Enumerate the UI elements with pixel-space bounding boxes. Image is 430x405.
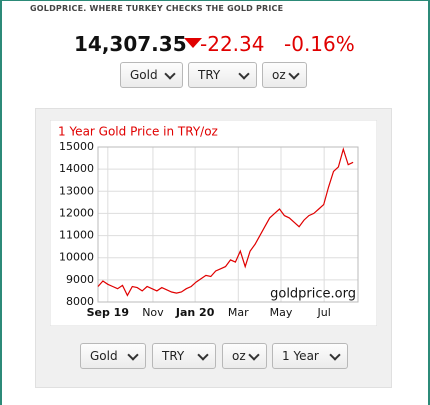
y-tick-label: 8000 [66,295,94,308]
period-select[interactable]: 1 Year [272,343,348,369]
unit-select[interactable]: oz [262,62,307,88]
chart-title: 1 Year Gold Price in TRY/oz [58,125,218,139]
price-line [97,147,354,297]
x-tick-label: May [270,306,293,319]
y-tick-label: 13000 [59,184,94,197]
price-change-percent: -0.16% [284,32,355,56]
x-tick-label: Nov [142,306,164,319]
price: 14,307.35 [74,32,187,56]
x-tick-label: Mar [228,306,249,319]
plot-border [97,146,359,303]
watermark: goldprice.org [270,287,356,302]
y-tick-label: 14000 [59,162,94,175]
y-tick-label: 9000 [66,273,94,286]
chart: 1 Year Gold Price in TRY/oz 8000 9000 1000… [50,120,377,326]
chart-background [50,120,377,326]
currency-select[interactable]: TRY [188,62,257,88]
site-header: GOLDPRICE. WHERE TURKEY CHECKS THE GOLD … [30,4,284,13]
currency-select[interactable]: TRY [152,343,216,369]
y-tick-label: 12000 [59,206,94,219]
y-tick-label: 10000 [59,251,94,264]
x-tick-label: Sep 19 [87,306,129,319]
price-change: -22.34 [200,32,265,56]
x-tick-label: Jan 20 [175,306,215,319]
y-tick-label: 11000 [59,229,94,242]
metal-select[interactable]: Gold [120,62,183,88]
unit-select[interactable]: oz [222,343,267,369]
x-tick-label: Jul [317,306,331,319]
metal-select[interactable]: Gold [80,343,146,369]
y-tick-label: 15000 [59,140,94,153]
down-arrow [184,38,202,48]
